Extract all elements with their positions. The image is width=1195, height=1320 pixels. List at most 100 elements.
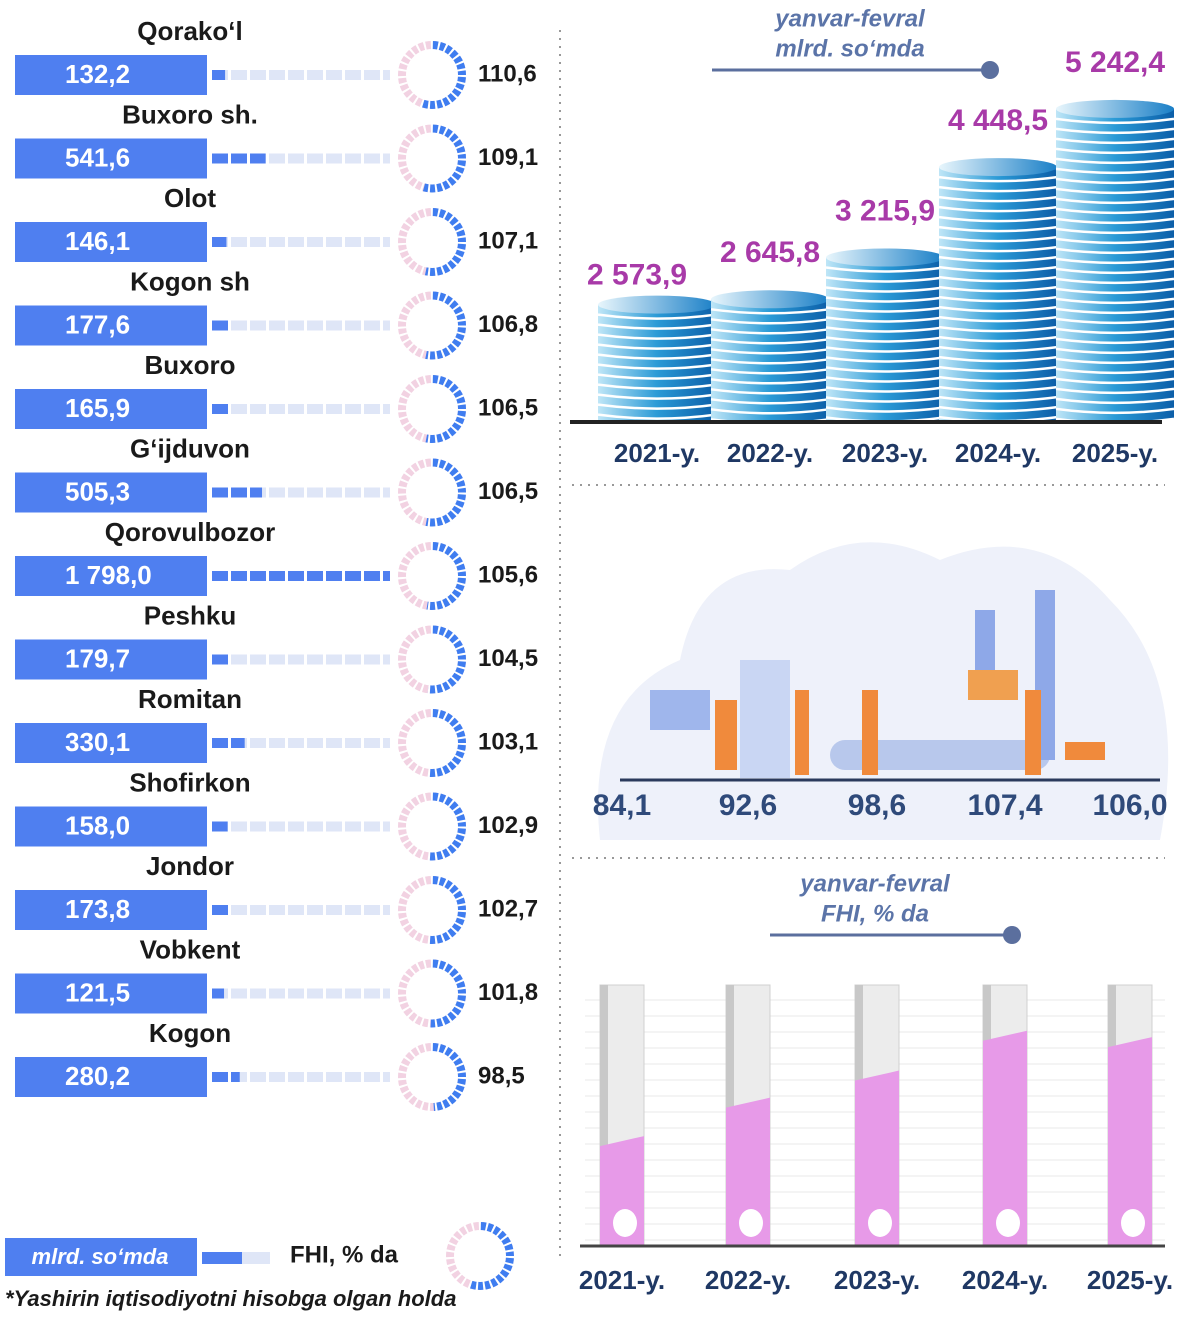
coin-edge bbox=[710, 338, 830, 345]
district-name: Qorako‘l bbox=[137, 16, 242, 46]
x-tick-label: 2025-y. bbox=[1072, 438, 1158, 468]
dash-track bbox=[212, 320, 390, 331]
coin-edge bbox=[1055, 227, 1175, 235]
ring-gaps bbox=[397, 124, 467, 193]
coin-edge bbox=[825, 296, 945, 303]
coin-edge bbox=[1055, 377, 1175, 385]
coin-edge bbox=[1055, 337, 1175, 345]
legend-label: mlrd. so‘mda bbox=[32, 1244, 169, 1269]
ring-gaps bbox=[397, 374, 467, 444]
dash-track bbox=[212, 70, 390, 80]
district-name: Vobkent bbox=[140, 934, 241, 964]
coin-edge bbox=[825, 406, 945, 413]
coin-edge bbox=[938, 205, 1058, 213]
value-label: 1 798,0 bbox=[65, 560, 152, 590]
coin-edge bbox=[825, 346, 945, 353]
coin-top bbox=[826, 248, 944, 267]
cylinder-side bbox=[600, 985, 608, 1245]
fhi-label: 103,1 bbox=[478, 728, 538, 755]
value-label: 177,6 bbox=[65, 309, 130, 339]
coin-edge bbox=[1055, 387, 1175, 395]
value-label: 330,1 bbox=[65, 727, 130, 757]
ring-gaps bbox=[445, 1221, 515, 1291]
value-label: 84,1 bbox=[593, 789, 651, 822]
dash-track bbox=[212, 905, 390, 915]
coin-edge bbox=[1055, 367, 1175, 375]
value-label: 132,2 bbox=[65, 59, 130, 89]
coin-stack bbox=[598, 304, 716, 420]
coin-edge bbox=[597, 333, 717, 340]
coin-edge bbox=[1055, 307, 1175, 315]
x-tick-label: 2023-y. bbox=[834, 1265, 920, 1295]
coin-edge bbox=[597, 413, 717, 420]
coin-edge bbox=[825, 326, 945, 333]
coin-edge bbox=[710, 378, 830, 385]
chart-title: yanvar-fevral bbox=[774, 5, 926, 32]
value-label: 4 448,5 bbox=[948, 104, 1048, 137]
dash-bar bbox=[212, 1072, 240, 1082]
fhi-label: 104,5 bbox=[478, 645, 538, 672]
district-name: Kogon bbox=[149, 1018, 231, 1048]
factory-illustration bbox=[597, 542, 1169, 840]
coin-edge bbox=[710, 348, 830, 355]
dash-bar bbox=[212, 70, 226, 80]
coin-edge bbox=[1055, 197, 1175, 205]
coin-edge bbox=[1055, 207, 1175, 215]
district-name: Olot bbox=[164, 183, 216, 213]
coin-edge bbox=[1055, 257, 1175, 265]
dash-track bbox=[212, 153, 390, 164]
fhi-label: 106,5 bbox=[478, 478, 538, 505]
x-tick-label: 2025-y. bbox=[1087, 1265, 1173, 1295]
dash-track bbox=[212, 654, 390, 665]
ring-gaps bbox=[397, 875, 467, 945]
coin-top bbox=[939, 158, 1057, 177]
coin-top bbox=[711, 290, 829, 309]
coin-edge bbox=[938, 225, 1058, 233]
coin-edge bbox=[938, 305, 1058, 313]
coin-edge bbox=[710, 308, 830, 315]
coin-edge bbox=[938, 195, 1058, 203]
value-box bbox=[15, 305, 207, 346]
x-tick-label: 2021-y. bbox=[579, 1265, 665, 1295]
value-box bbox=[15, 472, 207, 513]
coin-edge bbox=[710, 398, 830, 405]
value-label: 5 242,4 bbox=[1065, 46, 1165, 79]
district-name: Shofirkon bbox=[129, 767, 250, 797]
coin-edge bbox=[825, 386, 945, 393]
value-label: 107,4 bbox=[967, 789, 1042, 822]
coin-edge bbox=[825, 356, 945, 363]
coin-edge bbox=[1055, 327, 1175, 335]
coin-edge bbox=[938, 345, 1058, 353]
coin-edge bbox=[825, 376, 945, 383]
dash-bar bbox=[212, 821, 228, 832]
dash-track bbox=[212, 1072, 390, 1082]
dash-track bbox=[212, 404, 390, 414]
coin-edge bbox=[1055, 187, 1175, 195]
cylinder-foot bbox=[613, 1209, 637, 1237]
coin-edge bbox=[938, 375, 1058, 383]
coin-edge bbox=[1055, 397, 1175, 405]
fhi-label: 102,9 bbox=[478, 812, 538, 839]
value-box bbox=[15, 138, 207, 179]
cylinder-foot bbox=[996, 1209, 1020, 1237]
dash-track bbox=[212, 738, 390, 748]
dash-bar bbox=[212, 654, 230, 665]
coin-edge bbox=[710, 328, 830, 335]
x-tick-label: 2023-y. bbox=[842, 438, 928, 468]
coin-top bbox=[1056, 99, 1174, 118]
value-label: 179,7 bbox=[65, 643, 130, 673]
coin-edge bbox=[938, 315, 1058, 323]
cylinder bbox=[855, 1070, 899, 1245]
coin-edge bbox=[938, 405, 1058, 413]
coin-edge bbox=[1055, 177, 1175, 185]
value-box bbox=[15, 890, 207, 930]
coin-edge bbox=[597, 323, 717, 330]
coin-edge bbox=[825, 306, 945, 313]
ring-gaps bbox=[397, 625, 467, 694]
dash-bar bbox=[212, 237, 227, 247]
x-tick-label: 2024-y. bbox=[955, 438, 1041, 468]
district-name: Romitan bbox=[138, 684, 242, 714]
coin-stack bbox=[711, 299, 829, 420]
coin-edge bbox=[1055, 407, 1175, 415]
value-label: 2 645,8 bbox=[720, 236, 820, 269]
